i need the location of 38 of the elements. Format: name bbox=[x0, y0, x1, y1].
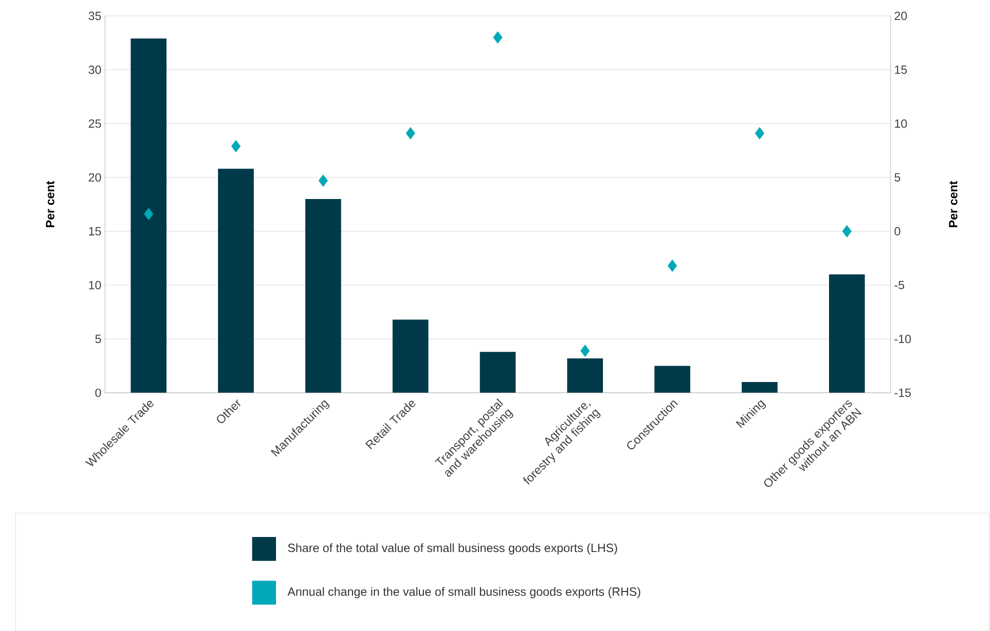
bar bbox=[392, 320, 428, 393]
point bbox=[668, 260, 678, 272]
bar bbox=[742, 382, 778, 393]
legend-label: Annual change in the value of small business goods exports (RHS) bbox=[287, 587, 640, 598]
bar bbox=[480, 352, 516, 393]
y2-tick-label: -15 bbox=[894, 388, 911, 398]
bar bbox=[654, 366, 690, 393]
legend-label: Share of the total value of small business goods exports (LHS) bbox=[288, 544, 618, 555]
y2-tick-label: 0 bbox=[894, 227, 900, 236]
y2-tick-label: 5 bbox=[894, 173, 900, 182]
y-tick-label: 20 bbox=[88, 173, 101, 182]
y2-axis-title: Per cent bbox=[949, 181, 958, 228]
point bbox=[144, 208, 154, 220]
point bbox=[842, 225, 852, 238]
y-tick-label: 25 bbox=[88, 120, 101, 128]
y-tick-label: 15 bbox=[89, 227, 101, 236]
point bbox=[231, 140, 241, 153]
y-tick-label: 0 bbox=[95, 388, 101, 398]
y2-tick-label: 10 bbox=[894, 120, 907, 128]
bar bbox=[130, 38, 167, 393]
point bbox=[754, 127, 764, 140]
y2-tick-label: 15 bbox=[894, 66, 907, 74]
bar bbox=[218, 168, 254, 393]
point bbox=[580, 344, 590, 358]
y-tick-label: 35 bbox=[88, 12, 101, 20]
y-tick-label: 5 bbox=[95, 334, 101, 344]
y2-tick-label: -5 bbox=[894, 281, 904, 290]
y-tick-label: 30 bbox=[88, 66, 101, 74]
bar bbox=[567, 358, 603, 393]
point bbox=[406, 127, 416, 140]
y-axis-title: Per cent bbox=[46, 181, 54, 228]
bar bbox=[305, 199, 342, 393]
y2-tick-label: -10 bbox=[894, 334, 911, 344]
y2-tick-label: 20 bbox=[894, 12, 907, 20]
y-tick-label: 10 bbox=[89, 281, 101, 290]
point bbox=[493, 31, 502, 44]
bar bbox=[829, 274, 865, 393]
point bbox=[318, 174, 328, 187]
